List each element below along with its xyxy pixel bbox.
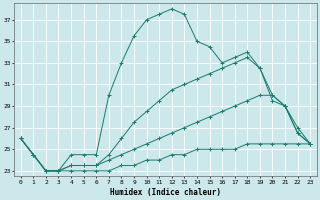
X-axis label: Humidex (Indice chaleur): Humidex (Indice chaleur) (110, 188, 221, 197)
